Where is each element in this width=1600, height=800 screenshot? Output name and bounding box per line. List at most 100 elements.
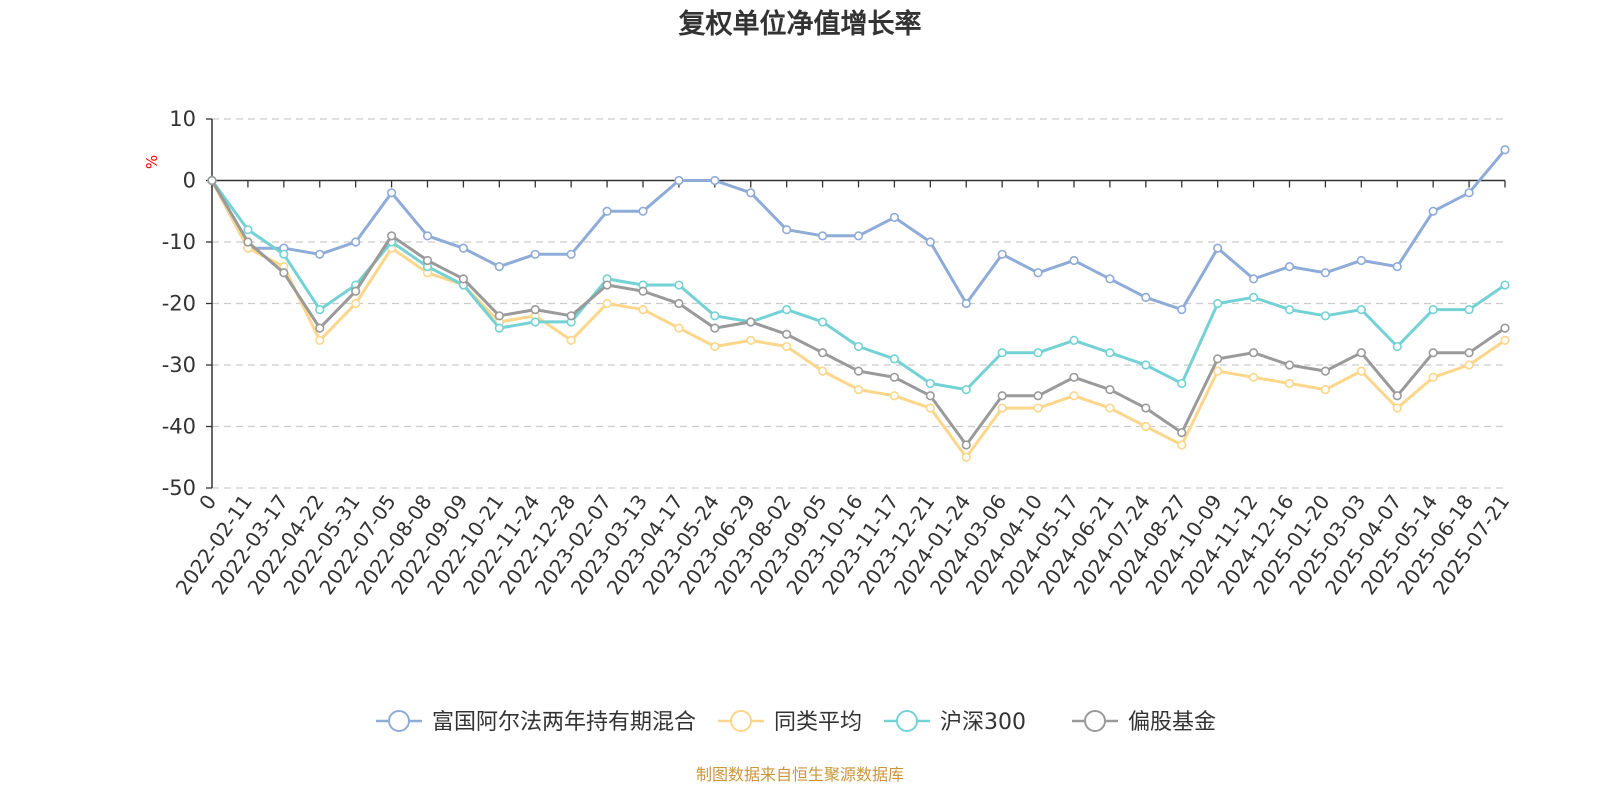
data-point[interactable] (1320, 385, 1331, 395)
data-point[interactable] (458, 243, 469, 253)
data-point[interactable] (1105, 274, 1115, 284)
data-point[interactable] (602, 280, 612, 290)
data-point[interactable] (351, 298, 361, 309)
data-point[interactable] (1428, 206, 1438, 216)
data-point[interactable] (961, 385, 971, 395)
data-point[interactable] (1500, 145, 1510, 155)
data-point[interactable] (530, 317, 540, 327)
data-point[interactable] (674, 175, 684, 186)
data-point[interactable] (853, 231, 864, 241)
data-point[interactable] (530, 249, 540, 259)
data-point[interactable] (961, 440, 971, 450)
data-point[interactable] (1177, 378, 1187, 389)
data-point[interactable] (710, 341, 720, 352)
data-point[interactable] (997, 403, 1007, 413)
data-point[interactable] (1500, 323, 1510, 333)
data-point[interactable] (1141, 360, 1151, 370)
data-point[interactable] (422, 231, 433, 241)
data-point[interactable] (566, 249, 576, 259)
data-point[interactable] (1213, 243, 1223, 253)
data-point[interactable] (1033, 391, 1043, 401)
data-point[interactable] (1069, 391, 1079, 401)
data-point[interactable] (1428, 348, 1438, 358)
data-point[interactable] (1392, 403, 1402, 413)
data-point[interactable] (1392, 341, 1402, 352)
data-point[interactable] (494, 262, 504, 272)
data-point[interactable] (1320, 311, 1331, 321)
data-point[interactable] (817, 366, 828, 376)
data-point[interactable] (602, 206, 612, 216)
data-point[interactable] (710, 175, 720, 186)
data-point[interactable] (494, 323, 504, 333)
data-point[interactable] (386, 231, 397, 241)
data-point[interactable] (853, 366, 864, 376)
data-point[interactable] (315, 249, 325, 259)
data-point[interactable] (1284, 305, 1295, 315)
data-point[interactable] (782, 341, 792, 352)
data-point[interactable] (782, 305, 792, 315)
data-point[interactable] (1284, 262, 1295, 272)
data-point[interactable] (315, 335, 325, 346)
data-point[interactable] (386, 188, 397, 198)
data-point[interactable] (817, 317, 828, 327)
data-point[interactable] (638, 206, 648, 216)
data-point[interactable] (853, 341, 864, 352)
data-point[interactable] (1464, 360, 1474, 370)
data-point[interactable] (782, 225, 792, 235)
data-point[interactable] (602, 298, 612, 309)
data-point[interactable] (889, 354, 900, 364)
data-point[interactable] (1033, 403, 1043, 413)
data-point[interactable] (279, 249, 289, 259)
data-point[interactable] (1320, 268, 1331, 278)
data-point[interactable] (638, 286, 648, 296)
data-point[interactable] (1177, 305, 1187, 315)
data-point[interactable] (1105, 385, 1115, 395)
data-point[interactable] (1356, 255, 1366, 266)
data-point[interactable] (1033, 268, 1043, 278)
data-point[interactable] (782, 329, 792, 339)
data-point[interactable] (422, 255, 433, 266)
data-point[interactable] (315, 305, 325, 315)
data-point[interactable] (853, 385, 864, 395)
data-point[interactable] (1248, 372, 1259, 382)
data-point[interactable] (207, 175, 217, 186)
data-point[interactable] (638, 305, 648, 315)
data-point[interactable] (674, 298, 684, 309)
data-point[interactable] (315, 323, 325, 333)
data-point[interactable] (746, 317, 756, 327)
data-point[interactable] (1105, 348, 1115, 358)
data-point[interactable] (1141, 421, 1151, 432)
legend[interactable]: 富国阿尔法两年持有期混合 同类平均 沪深300 偏股基金 (376, 710, 1216, 735)
data-point[interactable] (243, 237, 253, 247)
data-point[interactable] (1356, 348, 1366, 358)
data-point[interactable] (1464, 348, 1474, 358)
data-point[interactable] (1248, 274, 1259, 284)
data-point[interactable] (961, 452, 971, 462)
data-point[interactable] (279, 268, 289, 278)
data-point[interactable] (530, 305, 540, 315)
data-point[interactable] (1248, 348, 1259, 358)
data-point[interactable] (1284, 360, 1295, 370)
data-point[interactable] (1177, 428, 1187, 438)
data-point[interactable] (1320, 366, 1331, 376)
data-point[interactable] (351, 286, 361, 296)
data-point[interactable] (710, 323, 720, 333)
data-point[interactable] (925, 378, 935, 389)
data-point[interactable] (1141, 292, 1151, 302)
data-point[interactable] (1392, 391, 1402, 401)
data-point[interactable] (889, 391, 900, 401)
data-point[interactable] (817, 348, 828, 358)
data-point[interactable] (1464, 188, 1474, 198)
data-point[interactable] (1464, 305, 1474, 315)
legend-item[interactable]: 沪深300 (884, 710, 1026, 735)
data-point[interactable] (1213, 298, 1223, 309)
data-point[interactable] (1428, 372, 1438, 382)
legend-item[interactable]: 偏股基金 (1072, 710, 1216, 735)
data-point[interactable] (1141, 403, 1151, 413)
data-point[interactable] (1392, 262, 1402, 272)
data-point[interactable] (1213, 354, 1223, 364)
data-point[interactable] (746, 335, 756, 346)
data-point[interactable] (1213, 366, 1223, 376)
data-point[interactable] (1069, 335, 1079, 346)
data-point[interactable] (997, 348, 1007, 358)
